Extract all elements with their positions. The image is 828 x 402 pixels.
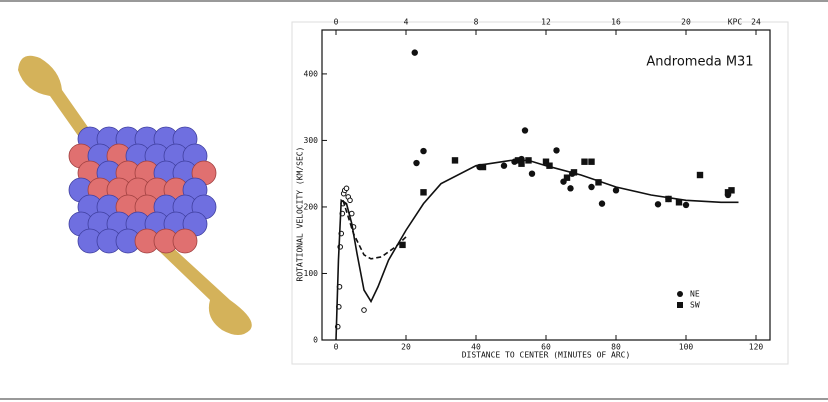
jet-lower (160, 245, 252, 335)
data-point (479, 163, 487, 171)
legend-label: SW (690, 301, 700, 310)
x2-tick-label: 20 (681, 18, 691, 27)
data-point (420, 147, 427, 155)
x2-tick-label: 12 (541, 18, 551, 27)
data-point (696, 171, 704, 179)
x-tick-label: 20 (401, 343, 411, 352)
data-point (581, 158, 588, 165)
legend-label: NE (690, 290, 700, 299)
x-axis-label: DISTANCE TO CENTER (MINUTES OF ARC) (462, 351, 631, 360)
plot-frame (321, 29, 771, 341)
annotation: Andromeda M31 (646, 55, 753, 70)
y-axis-label: ROTATIONAL VELOCITY (KM/SEC) (296, 147, 305, 282)
data-point (595, 179, 602, 186)
data-point (528, 170, 536, 177)
y-tick-label: 200 (304, 202, 319, 211)
data-point (361, 307, 367, 313)
curve (335, 159, 739, 341)
data-point (588, 158, 595, 165)
y-tick-label: 300 (304, 136, 319, 145)
data-point (451, 157, 459, 164)
x-tick-label: 120 (749, 343, 764, 352)
data-point (612, 187, 620, 194)
nucleon-cluster (68, 126, 217, 254)
x2-axis-label: KPC (728, 18, 743, 27)
data-point (399, 241, 406, 249)
data-point (420, 189, 427, 196)
data-point (563, 174, 571, 181)
x2-tick-label: 4 (404, 18, 409, 27)
figure-frame (291, 21, 789, 365)
y-tick-label: 100 (304, 269, 319, 278)
data-point (665, 195, 672, 203)
x2-tick-label: 0 (334, 18, 339, 27)
nucleon (172, 228, 198, 254)
data-point (553, 147, 560, 154)
legend-swatch (677, 302, 683, 308)
data-point (413, 159, 420, 167)
x-tick-label: 0 (334, 343, 339, 352)
data-point (654, 201, 662, 208)
x-tick-label: 80 (611, 343, 621, 352)
x-tick-label: 60 (541, 343, 551, 352)
x-tick-label: 40 (471, 343, 481, 352)
data-point (724, 189, 732, 196)
x2-tick-label: 16 (611, 18, 621, 27)
curve (342, 200, 407, 260)
x-tick-label: 100 (679, 343, 694, 352)
data-point (347, 197, 353, 204)
data-point (542, 158, 550, 165)
data-point (675, 199, 683, 206)
data-point (567, 185, 574, 192)
legend-swatch (677, 291, 683, 297)
data-point (546, 162, 553, 169)
y-tick-label: 400 (304, 69, 319, 78)
data-point (728, 187, 735, 194)
data-point (518, 160, 525, 167)
x2-tick-label: 24 (751, 18, 761, 27)
data-point (343, 185, 350, 192)
data-point (598, 200, 606, 207)
x2-tick-label: 8 (474, 18, 479, 27)
data-point (682, 201, 690, 209)
data-point (521, 127, 529, 134)
data-point (588, 183, 595, 191)
y-tick-label: 0 (313, 336, 318, 345)
nucleus-illustration (18, 55, 252, 335)
data-point (411, 49, 418, 56)
data-point (500, 162, 508, 169)
